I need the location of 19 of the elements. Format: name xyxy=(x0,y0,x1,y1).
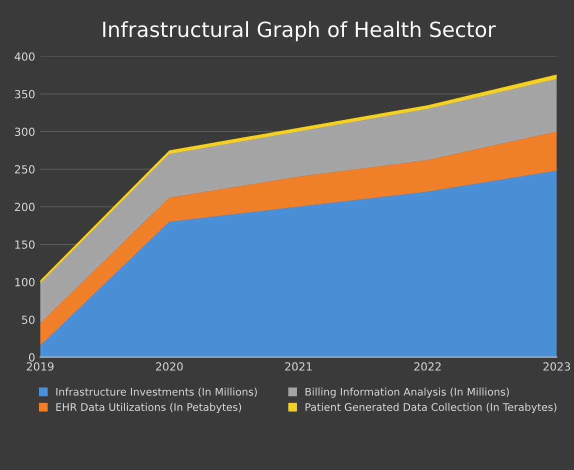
x-tick-label: 2022 xyxy=(414,362,441,371)
x-tick-label: 2021 xyxy=(285,362,312,371)
y-tick-label: 100 xyxy=(15,278,35,286)
x-tick-label: 2023 xyxy=(543,362,570,371)
chart-title: Infrastructural Graph of Health Sector xyxy=(103,21,496,42)
x-tick-label: 2019 xyxy=(26,362,54,371)
y-tick-label: 400 xyxy=(14,52,35,61)
y-tick-label: 150 xyxy=(15,240,35,249)
legend-label: Patient Generated Data Collection (In Terabytes) xyxy=(306,402,556,413)
y-tick-label: 200 xyxy=(14,202,35,212)
legend-label: Billing Information Analysis (In Millions) xyxy=(306,388,509,398)
legend-label: EHR Data Utilizations (In Petabytes) xyxy=(56,402,242,413)
y-tick-label: 0 xyxy=(28,353,35,362)
x-tick-label: 2020 xyxy=(156,362,183,371)
legend-label: Infrastructure Investments (In Millions) xyxy=(56,388,257,397)
y-tick-label: 300 xyxy=(14,128,35,136)
y-tick-label: 50 xyxy=(22,316,35,324)
y-tick-label: 250 xyxy=(14,165,35,174)
y-tick-label: 350 xyxy=(14,90,35,98)
